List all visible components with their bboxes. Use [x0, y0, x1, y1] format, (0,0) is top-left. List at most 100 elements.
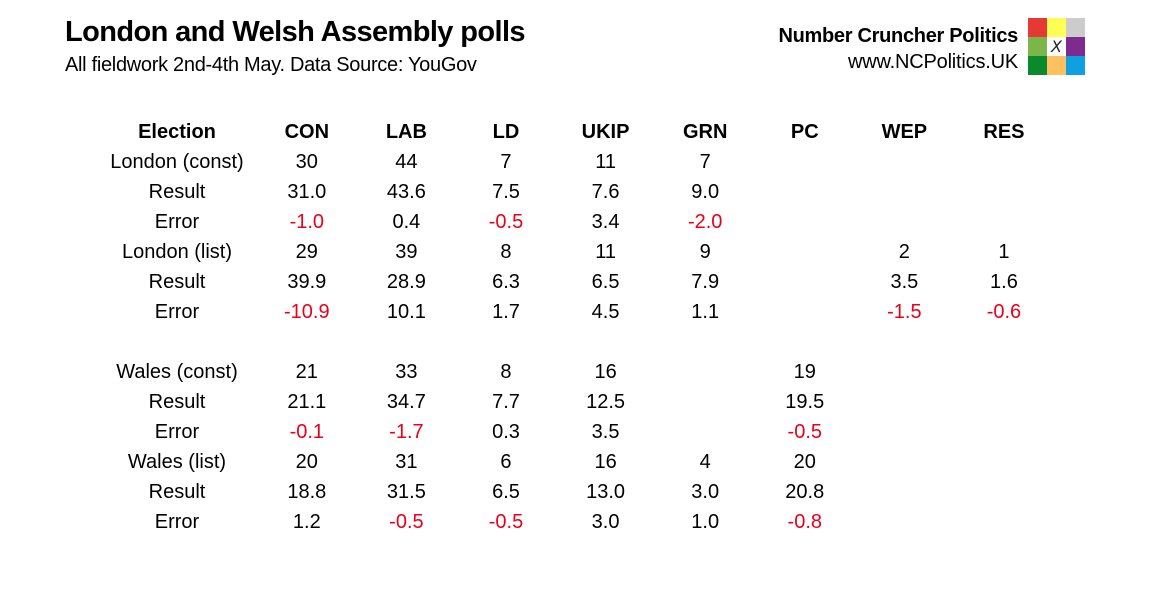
cell-res	[954, 147, 1054, 177]
cell-ukip: 16	[594, 450, 617, 473]
cell-ld	[456, 327, 556, 357]
cell-con: 21.1	[287, 390, 327, 413]
cell-con: 31.0	[287, 180, 327, 203]
cell-ukip: 3.5	[591, 420, 620, 443]
cell-lab: 39	[395, 240, 418, 263]
logo-cell	[1047, 18, 1066, 37]
table-header-row: Election CON LAB LD UKIP GRN PC WEP RES	[97, 117, 1054, 147]
cell-lab: 31.5	[386, 480, 426, 503]
cell-ld: 1.7	[492, 300, 520, 323]
row-label: Error	[154, 210, 200, 233]
cell-res	[954, 357, 1054, 387]
cell-con: 1.2	[292, 510, 321, 533]
cell-pc	[755, 327, 855, 357]
cell-wep: 3.5	[890, 270, 919, 293]
cell-pc	[755, 147, 855, 177]
column-header-grn: GRN	[682, 120, 728, 143]
cell-wep: -1.5	[887, 300, 922, 323]
table-row-error: Error -0.1 -1.7 0.3 3.5 -0.5	[97, 417, 1054, 447]
cell-wep	[855, 327, 955, 357]
row-label: Wales (list)	[127, 450, 227, 473]
cell-wep	[855, 387, 955, 417]
table-row-error: Error -1.0 0.4 -0.5 3.4 -2.0	[97, 207, 1054, 237]
cell-ld: 7.5	[492, 180, 520, 203]
cell-ukip: 3.4	[591, 210, 620, 233]
cell-ld: -0.5	[488, 210, 524, 233]
cell-grn: 1.1	[691, 300, 720, 323]
cell-con: 21	[295, 360, 318, 383]
cell-lab: 0.4	[392, 210, 421, 233]
cell-ld: 7.7	[492, 390, 520, 413]
cell-wep	[855, 477, 955, 507]
logo-cell	[1028, 56, 1047, 75]
cell-res	[954, 387, 1054, 417]
ballot-cross-icon: X	[1047, 37, 1066, 56]
cell-res: 1	[998, 240, 1010, 263]
cell-grn: 7	[699, 150, 711, 173]
cell-ukip: 3.0	[591, 510, 620, 533]
cell-ld: 8	[500, 360, 512, 383]
cell-lab: 34.7	[386, 390, 426, 413]
cell-grn: 7.9	[691, 270, 720, 293]
page-title: London and Welsh Assembly polls	[65, 16, 526, 48]
cell-res	[954, 447, 1054, 477]
column-header-ukip: UKIP	[581, 120, 630, 143]
cell-grn: -2.0	[687, 210, 723, 233]
table-row-result: Result 21.1 34.7 7.7 12.5 19.5	[97, 387, 1054, 417]
cell-grn: 9.0	[691, 180, 720, 203]
cell-grn	[655, 387, 755, 417]
cell-ld: 8	[500, 240, 512, 263]
cell-ld: 6.5	[492, 480, 520, 503]
row-label: Error	[154, 420, 200, 443]
cell-lab: -1.7	[389, 420, 424, 443]
column-header-pc: PC	[790, 120, 819, 143]
cell-ukip: 12.5	[586, 390, 626, 413]
cell-con: 29	[295, 240, 318, 263]
cell-grn: 4	[699, 450, 711, 473]
cell-res	[954, 327, 1054, 357]
cell-pc	[755, 177, 855, 207]
cell-res	[954, 417, 1054, 447]
cell-pc: 19	[793, 360, 816, 383]
column-header-wep: WEP	[881, 120, 928, 143]
logo-cell	[1066, 37, 1085, 56]
table-row-result: Result 31.0 43.6 7.5 7.6 9.0	[97, 177, 1054, 207]
cell-con	[257, 327, 357, 357]
row-label: Result	[148, 270, 206, 293]
cell-grn	[655, 417, 755, 447]
cell-ukip: 16	[594, 360, 617, 383]
table-row-poll: Wales (list) 20 31 6 16 4 20	[97, 447, 1054, 477]
cell-lab: 33	[395, 360, 418, 383]
cell-res	[954, 177, 1054, 207]
cell-ld: 0.3	[492, 420, 520, 443]
cell-pc	[755, 207, 855, 237]
cell-con: 18.8	[287, 480, 327, 503]
logo-cell	[1028, 18, 1047, 37]
logo-cell	[1066, 56, 1085, 75]
brand-url: www.NCPolitics.UK	[848, 51, 1018, 73]
cell-res	[954, 207, 1054, 237]
cell-lab: 43.6	[386, 180, 426, 203]
cell-lab: 10.1	[386, 300, 426, 323]
cell-pc: 20	[793, 450, 816, 473]
cell-wep	[855, 207, 955, 237]
row-label: Result	[148, 480, 206, 503]
cell-ukip: 11	[595, 150, 616, 173]
row-label: London (list)	[121, 240, 233, 263]
cell-ld: 6	[500, 450, 512, 473]
cell-res	[954, 507, 1054, 537]
cell-lab: 28.9	[386, 270, 426, 293]
logo-cell	[1028, 37, 1047, 56]
cell-pc	[755, 267, 855, 297]
row-label: Result	[148, 180, 206, 203]
cell-pc	[755, 297, 855, 327]
cell-ukip: 6.5	[591, 270, 620, 293]
cell-wep	[855, 507, 955, 537]
cell-grn	[655, 357, 755, 387]
brand-name: Number Cruncher Politics	[778, 25, 1018, 47]
cell-wep	[855, 177, 955, 207]
cell-pc: 20.8	[785, 480, 825, 503]
row-label	[97, 327, 257, 357]
cell-res: 1.6	[990, 270, 1018, 293]
row-label: Error	[154, 300, 200, 323]
